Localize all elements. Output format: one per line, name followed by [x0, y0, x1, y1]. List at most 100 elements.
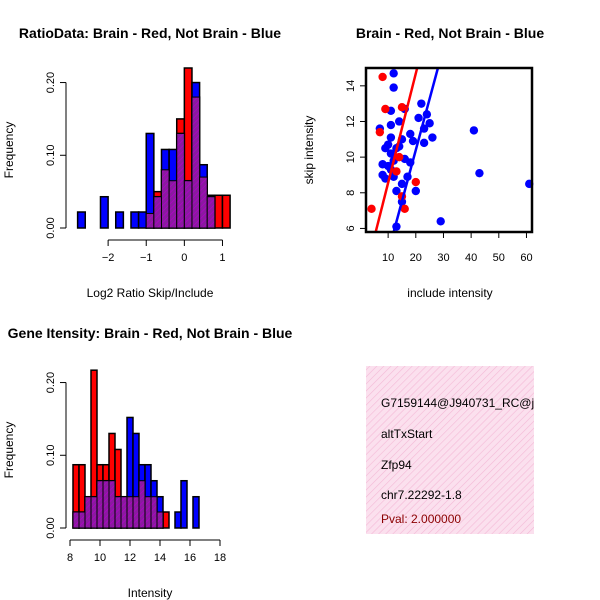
ratio-histogram-title: RatioData: Brain - Red, Not Brain - Blue: [19, 25, 281, 41]
y-tick-label: 0.10: [45, 145, 57, 166]
bar-overlap: [168, 180, 178, 229]
x-tick-label: 16: [184, 552, 196, 564]
bar-overlap: [206, 196, 216, 229]
bar-overlap: [199, 176, 208, 229]
scatter-ylabel: skip intensity: [302, 116, 316, 185]
point-brain: [367, 204, 376, 214]
x-tick-label: 10: [382, 252, 394, 264]
bar-brain: [214, 194, 224, 229]
point-not-brain: [389, 83, 398, 92]
bar-brain: [162, 511, 170, 529]
point-not-brain: [395, 117, 404, 126]
point-not-brain: [436, 217, 445, 226]
bar-not-brain: [130, 211, 140, 229]
bar-overlap: [72, 511, 80, 529]
bar-overlap: [153, 196, 162, 229]
bar-overlap: [78, 511, 86, 529]
bar-overlap: [144, 496, 152, 529]
bar-overlap: [160, 169, 170, 229]
point-not-brain: [386, 133, 396, 142]
x-tick-label: 10: [94, 552, 106, 564]
point-brain: [378, 72, 387, 82]
y-tick-label: 12: [345, 115, 357, 127]
point-not-brain: [389, 69, 398, 78]
intensity-histogram-xlabel: Intensity: [128, 586, 173, 600]
bar-overlap: [156, 511, 164, 529]
point-brain: [375, 127, 385, 137]
plot-frame: [364, 66, 534, 234]
scatter-points: [367, 69, 534, 231]
x-tick-label: 0: [181, 252, 187, 264]
bar-overlap: [176, 132, 185, 229]
point-brain: [392, 167, 401, 176]
point-not-brain: [425, 119, 434, 128]
bar-overlap: [126, 496, 134, 529]
info-location: chr7.22292-1.8: [381, 488, 462, 502]
y-tick-label: 0.00: [45, 217, 57, 238]
info-panel: G7159144@J940731_RC@j_at altTxStart Zfp9…: [366, 366, 551, 534]
point-brain: [400, 204, 409, 214]
info-event-type: altTxStart: [381, 427, 433, 441]
y-tick-label: 8: [345, 190, 357, 196]
info-gene-name: Zfp94: [381, 458, 412, 472]
bar-not-brain: [76, 211, 86, 229]
point-not-brain: [397, 179, 407, 189]
info-pval: Pval: 2.000000: [381, 512, 461, 526]
x-tick-label: 12: [124, 552, 136, 564]
scatter-fit-lines: [374, 67, 440, 233]
y-tick-label: 0.20: [45, 372, 57, 393]
bar-overlap: [150, 496, 158, 529]
bar-overlap: [84, 496, 92, 529]
scatter-xlabel: include intensity: [407, 286, 492, 300]
intensity-scatter: Brain - Red, Not Brain - Blue 10 20 30 40 50…: [302, 25, 544, 300]
bar-overlap: [132, 496, 140, 529]
bar-not-brain: [174, 511, 182, 529]
point-not-brain: [386, 120, 396, 130]
y-tick-label: 0.00: [45, 517, 57, 538]
y-tick-label: 0.10: [45, 445, 57, 466]
bar-overlap: [183, 180, 193, 229]
point-not-brain: [414, 113, 423, 123]
bar-overlap: [145, 212, 155, 229]
x-tick-label: −1: [140, 252, 153, 264]
bar-overlap: [191, 96, 201, 229]
info-panel-background: [366, 366, 534, 534]
point-not-brain: [406, 129, 415, 139]
intensity-histogram-axes: 8 10 12 14 16 18 0.00 0.10 0.20: [45, 372, 226, 564]
point-brain: [381, 104, 390, 114]
x-tick-label: 40: [465, 252, 477, 264]
point-not-brain: [411, 186, 420, 196]
bar-overlap: [138, 480, 146, 529]
bar-overlap: [114, 496, 122, 529]
point-brain: [395, 152, 404, 162]
bar-overlap: [108, 480, 116, 529]
x-tick-label: 50: [493, 252, 505, 264]
bar-not-brain: [114, 211, 125, 229]
bar-not-brain: [192, 495, 200, 529]
info-probe-id: G7159144@J940731_RC@j_at: [381, 396, 551, 410]
x-tick-label: 18: [214, 552, 226, 564]
x-tick-label: 20: [410, 252, 422, 264]
intensity-histogram-overlap: [72, 480, 164, 529]
intensity-histogram-title: Gene Itensity: Brain - Red, Not Brain - …: [8, 325, 293, 341]
point-not-brain: [475, 168, 484, 178]
y-tick-label: 6: [345, 225, 357, 231]
point-not-brain: [392, 186, 401, 196]
x-tick-label: 14: [154, 552, 166, 564]
bar-not-brain: [99, 195, 109, 229]
x-tick-label: 30: [437, 252, 449, 264]
y-tick-label: 14: [345, 80, 357, 92]
point-not-brain: [386, 149, 396, 158]
x-tick-label: 60: [520, 252, 532, 264]
fit-line-not-brain: [392, 67, 440, 233]
bar-not-brain: [180, 479, 188, 529]
point-not-brain: [419, 138, 429, 148]
x-tick-label: 1: [219, 252, 225, 264]
bar-not-brain: [137, 211, 147, 229]
intensity-histogram-ylabel: Frequency: [2, 422, 16, 479]
point-brain: [397, 103, 407, 112]
scatter-title: Brain - Red, Not Brain - Blue: [356, 25, 544, 41]
bar-overlap: [120, 496, 128, 529]
bar-overlap: [90, 496, 98, 529]
